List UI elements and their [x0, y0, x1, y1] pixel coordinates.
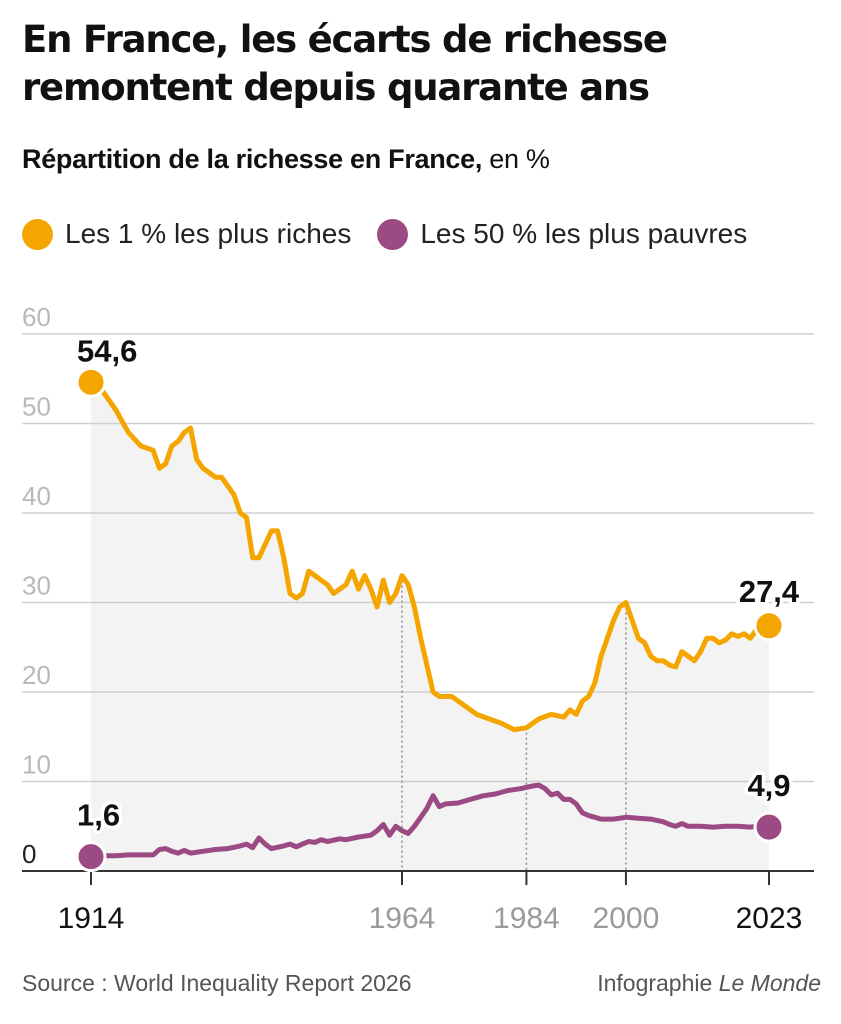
- x-tick-label: 1984: [493, 902, 560, 935]
- legend: Les 1 % les plus riches Les 50 % les plu…: [22, 218, 773, 250]
- subtitle-unit: en %: [489, 144, 550, 174]
- subtitle-main: Répartition de la richesse en France,: [22, 144, 483, 174]
- y-tick-label: 50: [22, 392, 51, 422]
- top1-area: [91, 382, 769, 871]
- source-note: Source : World Inequality Report 2026: [22, 970, 412, 996]
- bottom50-end-dot: [753, 811, 785, 843]
- y-tick-label: 60: [22, 302, 51, 332]
- x-tick-label: 1914: [58, 902, 125, 935]
- credit-prefix: Infographie: [597, 970, 713, 996]
- bottom50-end-label: 4,9: [747, 768, 790, 803]
- chart-subtitle: Répartition de la richesse en France, en…: [22, 144, 550, 175]
- top1-end-dot: [753, 610, 785, 642]
- x-tick-label: 2023: [736, 902, 803, 935]
- legend-label-bottom50: Les 50 % les plus pauvres: [420, 218, 748, 249]
- top1-start-label: 54,6: [77, 333, 137, 368]
- legend-label-top1: Les 1 % les plus riches: [65, 218, 352, 249]
- legend-item-top1: Les 1 % les plus riches: [22, 218, 351, 250]
- legend-swatch-bottom50: [377, 218, 409, 250]
- bottom50-start-dot: [75, 841, 107, 873]
- top1-end-label: 27,4: [739, 574, 800, 609]
- y-tick-label: 0: [22, 839, 36, 869]
- series-line-bottom50: [88, 782, 772, 860]
- legend-swatch-top1: [22, 218, 53, 250]
- y-tick-label: 40: [22, 481, 51, 511]
- top1-start-dot: [75, 366, 107, 398]
- legend-item-bottom50: Les 50 % les plus pauvres: [377, 218, 747, 250]
- series-line-top1: [88, 379, 772, 733]
- y-tick-label: 10: [22, 750, 51, 780]
- credit-note: Infographie Le Monde: [597, 970, 821, 997]
- x-tick-label: 1964: [369, 902, 436, 935]
- y-tick-label: 20: [22, 660, 51, 690]
- x-tick-label: 2000: [593, 902, 660, 935]
- bottom50-start-label: 1,6: [77, 798, 120, 833]
- credit-outlet: Le Monde: [718, 970, 821, 996]
- chart-title: En France, les écarts de richesse remont…: [22, 18, 668, 109]
- y-tick-label: 30: [22, 571, 51, 601]
